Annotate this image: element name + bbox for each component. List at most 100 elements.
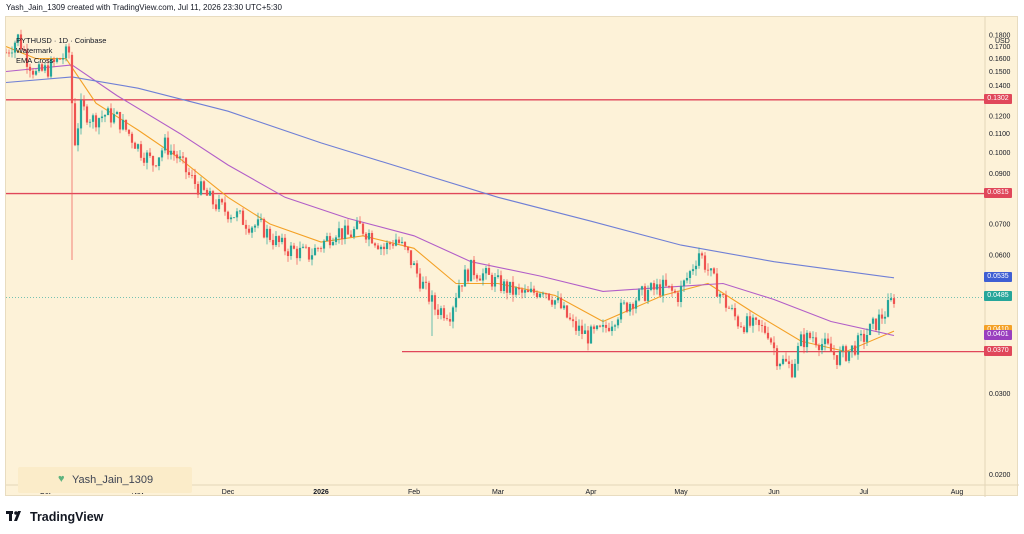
candle-body [463, 269, 467, 287]
ema-line [6, 64, 895, 337]
candle-body [16, 34, 20, 43]
chart-legend: PYTHUSD · 1D · Coinbase Watermark EMA Cr… [16, 36, 106, 66]
candle-body [874, 318, 878, 331]
candle-body [709, 268, 713, 271]
candle-body [556, 297, 560, 301]
candle-body [547, 293, 551, 300]
candle-body [424, 281, 428, 283]
candle-body [562, 305, 566, 309]
candle-body [208, 191, 212, 196]
candle-body [403, 241, 407, 247]
candle-body [808, 332, 812, 339]
candle-body [805, 332, 809, 348]
x-tick-label: Jul [860, 489, 869, 496]
candle-body [307, 247, 311, 260]
candle-body [538, 293, 542, 298]
candle-body [79, 99, 83, 129]
candle-body [784, 358, 788, 362]
candle-body [256, 219, 260, 226]
price-label-badge[interactable]: 0.0815 [984, 187, 1012, 198]
candle-body [250, 227, 254, 233]
candle-body [202, 181, 206, 190]
candle-body [232, 217, 236, 219]
candle-body [676, 292, 680, 302]
candle-body [625, 302, 629, 312]
candle-body [67, 46, 71, 53]
candle-body [265, 228, 269, 238]
candle-body [322, 240, 326, 249]
candle-body [577, 325, 581, 331]
price-chart[interactable]: 0.18000.17000.16000.15000.14000.13000.12… [6, 17, 1019, 497]
candle-body [64, 46, 68, 59]
price-label-badge[interactable]: 0.0401 [984, 329, 1012, 340]
candle-body [490, 274, 494, 287]
candle-body [304, 246, 308, 248]
candle-body [283, 237, 287, 252]
candle-body [199, 181, 203, 195]
y-tick-label: 0.0900 [989, 171, 1011, 178]
candle-body [394, 239, 398, 246]
candle-body [706, 269, 710, 271]
candle-body [421, 281, 425, 289]
candle-body [883, 316, 887, 319]
candle-body [865, 334, 869, 342]
candle-body [259, 219, 263, 220]
candle-body [580, 325, 584, 334]
candle-body [166, 137, 170, 155]
candle-body [871, 318, 875, 324]
watermark-text: Yash_Jain_1309 [72, 474, 154, 486]
candle-body [313, 247, 317, 256]
candle-body [352, 229, 356, 238]
chart-area[interactable]: 0.18000.17000.16000.15000.14000.13000.12… [5, 16, 1019, 497]
price-label-badge[interactable]: 0.0370 [984, 345, 1012, 356]
candle-body [145, 152, 149, 163]
candle-body [205, 189, 209, 196]
candle-body [457, 285, 461, 298]
x-tick-label: May [674, 489, 688, 496]
green-heart-icon: ♥ [58, 473, 65, 485]
candle-body [712, 268, 716, 274]
candle-body [766, 332, 770, 339]
candle-body [430, 295, 434, 302]
candle-body [829, 343, 833, 352]
candle-body [739, 326, 743, 328]
candle-body [532, 288, 536, 293]
candle-body [247, 228, 251, 233]
candle-body [253, 225, 257, 228]
currency-label[interactable]: USD [995, 38, 1010, 45]
candle-body [529, 288, 533, 293]
symbol-title[interactable]: PYTHUSD · 1D · Coinbase [16, 36, 107, 45]
y-tick-label: 0.1800 [989, 33, 1011, 40]
candle-body [718, 294, 722, 297]
price-label-badge[interactable]: 0.0485 [984, 291, 1012, 302]
candle-body [229, 217, 233, 220]
candle-body [220, 199, 224, 203]
candle-body [799, 334, 803, 347]
candle-body [565, 305, 569, 318]
candle-body [409, 250, 413, 266]
candle-body [475, 275, 479, 279]
candle-body [700, 253, 704, 256]
price-label-badge[interactable]: 0.0535 [984, 271, 1012, 282]
candle-body [76, 128, 80, 146]
candle-body [559, 297, 563, 309]
candle-body [721, 294, 725, 295]
candle-body [121, 119, 125, 130]
y-tick-label: 0.1600 [989, 56, 1011, 63]
candle-body [643, 286, 647, 301]
candle-body [289, 245, 293, 257]
candle-body [745, 316, 749, 333]
candle-body [832, 351, 836, 356]
candle-body [406, 246, 410, 251]
price-label-badge[interactable]: 0.1302 [984, 93, 1012, 104]
candle-body [175, 154, 179, 159]
candle-body [436, 309, 440, 315]
y-tick-label: 0.0200 [989, 472, 1011, 479]
candle-body [691, 269, 695, 272]
candle-body [187, 172, 191, 175]
candle-body [445, 318, 449, 320]
indicator-watermark[interactable]: Watermark [16, 46, 53, 55]
candle-body [100, 116, 104, 119]
candle-body [481, 273, 485, 281]
indicator-ema-cross[interactable]: EMA Cross [16, 56, 54, 65]
